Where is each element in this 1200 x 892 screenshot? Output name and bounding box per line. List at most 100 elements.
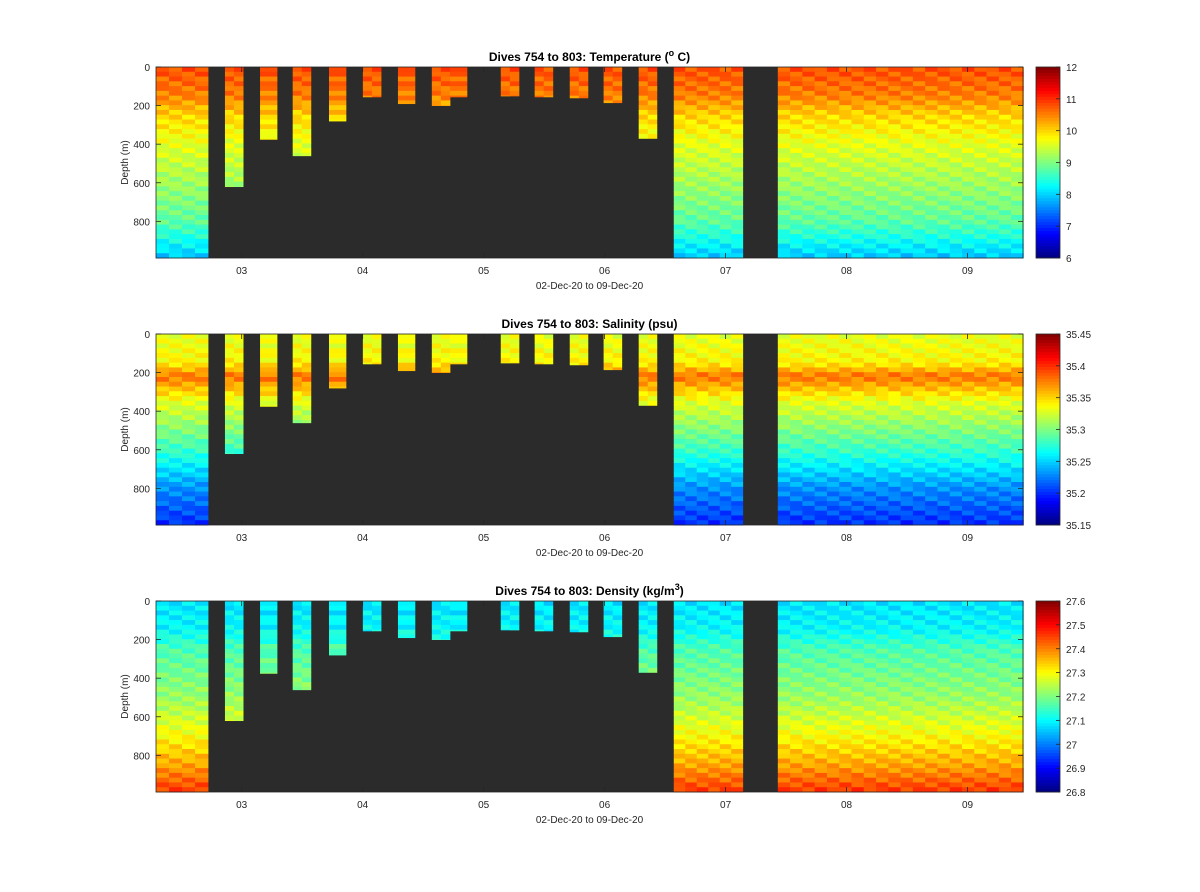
data-cell <box>839 238 852 245</box>
data-cell <box>696 410 709 416</box>
data-cell <box>169 787 183 793</box>
data-cell <box>224 405 235 411</box>
data-cell <box>543 629 554 632</box>
data-cell <box>777 362 791 368</box>
data-cell <box>234 381 244 387</box>
data-cell <box>962 620 975 626</box>
data-cell <box>900 634 914 640</box>
data-cell <box>719 205 732 211</box>
data-cell <box>900 172 914 178</box>
data-cell <box>790 515 803 521</box>
data-cell <box>876 696 889 702</box>
data-cell <box>802 181 816 187</box>
data-cell <box>888 81 902 87</box>
data-cell <box>673 124 686 130</box>
data-cell <box>949 486 963 492</box>
data-cell <box>851 410 865 416</box>
data-cell <box>925 100 938 106</box>
data-cell <box>1011 706 1024 712</box>
data-cell <box>949 410 963 416</box>
data-cell <box>876 391 889 397</box>
data-cell <box>301 648 312 654</box>
data-cell <box>234 691 244 697</box>
data-cell <box>156 415 170 421</box>
data-cell <box>195 419 209 426</box>
data-cell <box>863 653 877 659</box>
data-cell <box>777 424 791 430</box>
data-cell <box>708 167 721 173</box>
colorbar-tick-label: 35.45 <box>1066 330 1091 341</box>
profile-column <box>500 67 520 97</box>
data-cell <box>998 434 1012 440</box>
data-cell <box>998 639 1012 645</box>
data-cell <box>578 601 589 607</box>
data-cell <box>234 71 244 77</box>
data-cell <box>962 419 975 426</box>
data-cell <box>949 482 963 488</box>
data-cell <box>169 172 183 178</box>
data-cell <box>912 505 926 512</box>
data-cell <box>260 343 278 349</box>
data-cell <box>826 234 840 240</box>
data-cell <box>863 400 877 407</box>
data-cell <box>839 496 852 502</box>
data-cell <box>195 205 209 211</box>
data-cell <box>260 672 278 674</box>
data-cell <box>708 639 721 645</box>
data-cell <box>543 81 554 87</box>
data-cell <box>509 338 520 344</box>
data-cell <box>900 119 914 125</box>
data-cell <box>790 601 803 607</box>
data-cell <box>998 453 1012 459</box>
data-cell <box>731 429 744 435</box>
colorbar-segment <box>1036 117 1060 122</box>
data-cell <box>802 505 816 512</box>
data-cell <box>912 706 926 712</box>
x-tick-label: 05 <box>478 533 490 544</box>
data-cell <box>802 462 816 469</box>
data-cell <box>826 424 840 430</box>
data-cell <box>696 749 709 755</box>
colorbar-segment <box>1036 516 1060 520</box>
colorbar-tick-label: 27 <box>1066 740 1078 751</box>
data-cell <box>719 467 732 473</box>
data-cell <box>719 243 732 249</box>
data-cell <box>777 419 791 426</box>
data-cell <box>925 658 938 664</box>
data-cell <box>1011 629 1024 635</box>
data-cell <box>777 133 791 140</box>
colorbar-segment <box>1036 348 1060 353</box>
data-cell <box>638 639 649 645</box>
data-cell <box>169 410 183 416</box>
data-cell <box>888 663 902 669</box>
data-cell <box>156 148 170 154</box>
data-cell <box>638 338 649 344</box>
data-cell <box>900 763 914 769</box>
data-cell <box>937 739 951 745</box>
data-cell <box>790 639 803 645</box>
data-cell <box>937 186 951 192</box>
data-cell <box>603 367 614 371</box>
data-cell <box>301 148 312 154</box>
data-cell <box>863 243 877 249</box>
profile-column <box>777 601 1024 793</box>
profile-column <box>431 67 451 106</box>
data-cell <box>569 90 580 97</box>
data-cell <box>949 424 963 430</box>
data-cell <box>839 782 852 788</box>
data-cell <box>673 415 686 421</box>
data-cell <box>986 605 1000 611</box>
data-cell <box>182 448 196 454</box>
data-cell <box>826 648 840 654</box>
data-cell <box>195 124 209 130</box>
axes-box <box>155 333 1024 526</box>
data-cell <box>1011 338 1024 344</box>
data-cell <box>708 357 721 364</box>
data-cell <box>731 162 744 168</box>
colorbar-segment <box>1036 738 1060 742</box>
data-cell <box>673 71 686 77</box>
data-cell <box>925 653 938 659</box>
data-cell <box>925 453 938 459</box>
data-cell <box>260 386 278 392</box>
data-cell <box>301 105 312 111</box>
